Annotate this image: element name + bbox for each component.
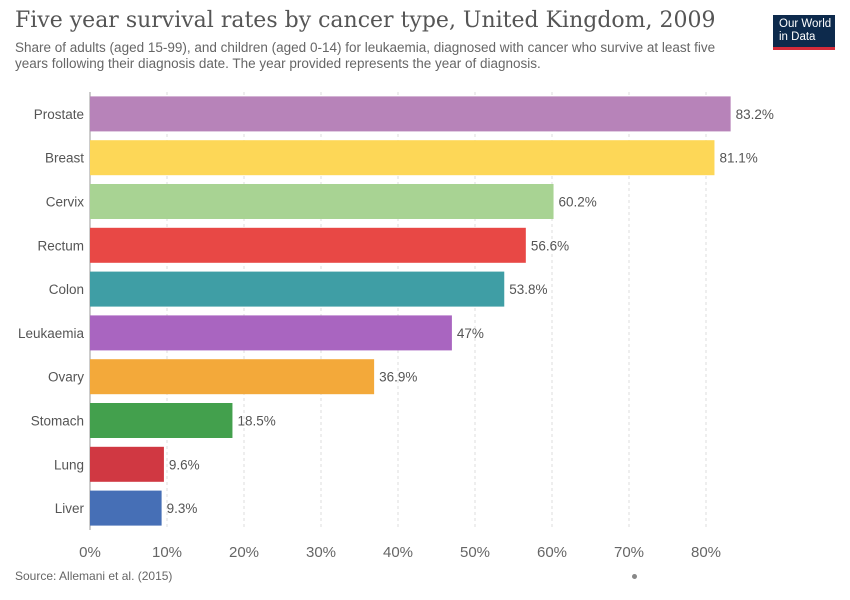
bar — [90, 490, 162, 526]
bar — [90, 227, 526, 263]
value-label: 56.6% — [531, 238, 569, 253]
value-label: 60.2% — [559, 195, 597, 210]
x-tick-label: 80% — [691, 544, 721, 561]
x-tick-label: 0% — [79, 544, 101, 561]
source-note: Source: Allemani et al. (2015) — [15, 569, 173, 583]
value-label: 53.8% — [509, 282, 547, 297]
value-label: 81.1% — [719, 151, 757, 166]
x-tick-label: 30% — [306, 544, 336, 561]
page-indicator-dot[interactable] — [632, 574, 637, 579]
bar — [90, 96, 731, 132]
category-label: Colon — [49, 282, 84, 297]
category-label: Rectum — [37, 238, 84, 253]
x-tick-label: 70% — [614, 544, 644, 561]
category-label: Lung — [54, 457, 84, 472]
x-tick-label: 20% — [229, 544, 259, 561]
bar — [90, 359, 375, 395]
bar — [90, 140, 715, 176]
x-tick-label: 10% — [152, 544, 182, 561]
bar — [90, 446, 164, 482]
category-label: Breast — [45, 151, 84, 166]
owid-logo[interactable]: Our World in Data — [773, 15, 835, 50]
chart-subtitle: Share of adults (aged 15-99), and childr… — [15, 40, 716, 71]
bar — [90, 271, 505, 307]
value-label: 47% — [457, 326, 484, 341]
logo-line-2: in Data — [779, 31, 816, 43]
x-tick-label: 60% — [537, 544, 567, 561]
category-label: Leukaemia — [18, 326, 85, 341]
bar — [90, 184, 554, 219]
logo-line-1: Our World — [779, 18, 832, 30]
value-label: 83.2% — [736, 107, 774, 122]
category-label: Prostate — [34, 107, 84, 122]
bar — [90, 315, 452, 351]
category-label: Cervix — [46, 195, 85, 210]
x-tick-label: 40% — [383, 544, 413, 561]
chart-title: Five year survival rates by cancer type,… — [15, 8, 716, 33]
bar — [90, 403, 233, 438]
value-label: 18.5% — [237, 414, 275, 429]
x-tick-label: 50% — [460, 544, 490, 561]
value-label: 9.6% — [169, 457, 200, 472]
value-label: 9.3% — [167, 501, 198, 516]
value-label: 36.9% — [379, 370, 417, 385]
category-label: Liver — [55, 501, 85, 516]
category-label: Ovary — [48, 370, 84, 385]
category-label: Stomach — [31, 414, 84, 429]
